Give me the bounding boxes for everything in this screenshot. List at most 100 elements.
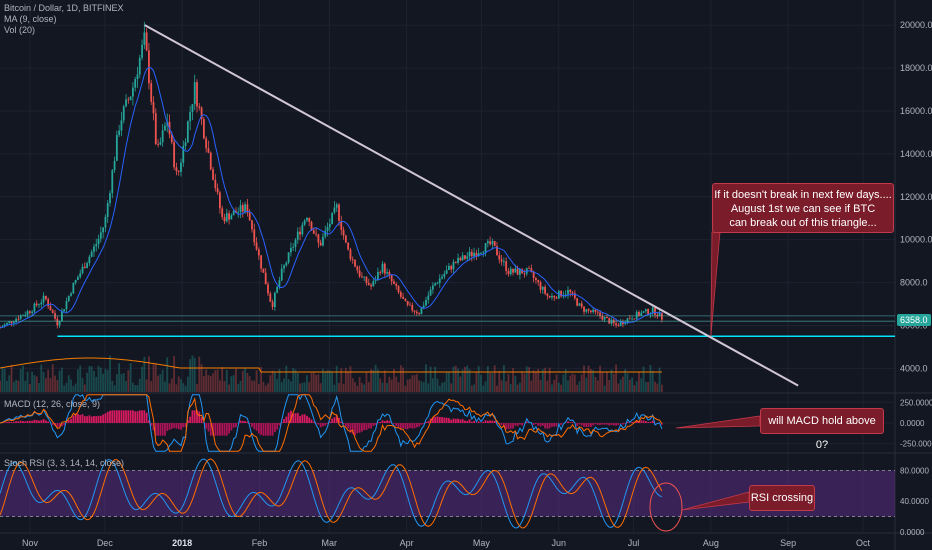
candle-body [19, 315, 22, 320]
volume-bar [461, 369, 464, 392]
candle-body [553, 295, 556, 298]
candle-body [230, 215, 233, 220]
volume-bar [530, 380, 533, 392]
candle-body [505, 261, 508, 272]
volume-bar [617, 383, 620, 392]
macd-histogram-bar [175, 423, 178, 429]
macd-histogram-bar [170, 423, 173, 430]
macd-histogram-bar [477, 421, 480, 423]
candle-body [292, 247, 295, 248]
volume-bar [567, 380, 569, 392]
candle-body [322, 236, 324, 246]
candle-body [436, 283, 439, 285]
macd-histogram-bar [535, 423, 537, 425]
macd-histogram-bar [44, 420, 47, 423]
macd-histogram-bar [79, 415, 82, 423]
symbol-title: Bitcoin / Dollar, 1D, BITFINEX [4, 3, 124, 13]
volume-bar [189, 359, 192, 392]
volume-bar [541, 369, 544, 392]
candle-body [642, 311, 645, 313]
macd-histogram-bar [516, 423, 519, 427]
volume-bar [528, 367, 530, 392]
candle-body [248, 212, 251, 221]
volume-bar [86, 372, 88, 392]
macd-histogram-bar [363, 423, 366, 431]
candle-body [365, 276, 368, 284]
macd-histogram-bar [349, 423, 352, 433]
candle-body [450, 265, 453, 270]
volume-bar [516, 384, 519, 392]
macd-histogram-bar [498, 423, 501, 425]
volume-bar [470, 385, 473, 392]
volume-bar [280, 382, 283, 392]
candle-body [331, 212, 334, 224]
candle-body [180, 162, 182, 172]
candle-body [97, 238, 100, 245]
candle-body [500, 259, 503, 262]
volume-bar [553, 379, 556, 392]
candle-body [129, 96, 132, 100]
macd-histogram-bar [106, 411, 109, 423]
volume-bar [184, 385, 187, 392]
volume-bar [546, 380, 549, 392]
macd-histogram-bar [473, 420, 476, 423]
candle-body [113, 160, 116, 171]
volume-bar [63, 385, 66, 392]
macd-histogram-bar [576, 423, 579, 427]
macd-histogram-bar [317, 423, 320, 425]
candle-body [40, 302, 43, 305]
macd-histogram-bar [519, 423, 521, 425]
candle-body [159, 142, 162, 145]
volume-bar [248, 376, 251, 392]
volume-bar [619, 379, 622, 392]
candle-body [276, 286, 279, 293]
volume-bar [491, 373, 494, 392]
volume-bar [583, 365, 585, 392]
candle-body [223, 216, 226, 222]
volume-bar [386, 383, 388, 392]
candle-body [77, 277, 79, 281]
volume-bar [61, 367, 63, 392]
macd-histogram-bar [306, 415, 308, 423]
volume-bar [404, 385, 407, 392]
volume-bar [464, 366, 466, 392]
volume-bar [42, 371, 45, 392]
macd-histogram-bar [99, 415, 102, 423]
candle-body [599, 312, 601, 316]
macd-histogram-bar [145, 412, 148, 423]
macd-histogram-bar [287, 412, 290, 423]
macd-histogram-bar [553, 423, 556, 427]
macd-histogram-bar [548, 423, 551, 429]
volume-bar [306, 375, 308, 392]
macd-histogram-bar [166, 423, 169, 432]
candle-body [464, 255, 466, 259]
volume-bar [99, 367, 102, 392]
volume-bar [322, 368, 324, 392]
volume-legend: Vol (20) [4, 25, 36, 35]
macd-histogram-bar [546, 423, 549, 429]
candle-body [454, 261, 457, 263]
candle-body [647, 309, 650, 315]
volume-bar [19, 368, 22, 392]
candle-body [216, 188, 219, 193]
candle-body [111, 170, 114, 194]
macd-histogram-bar [532, 423, 535, 425]
volume-bar [22, 365, 24, 392]
candle-body [42, 295, 45, 303]
candle-body [88, 256, 91, 264]
macd-histogram-bar [228, 423, 230, 434]
volume-bar [326, 370, 329, 392]
candle-body [120, 120, 123, 131]
macd-histogram-bar [193, 410, 196, 423]
macd-histogram-bar [262, 423, 265, 436]
candle-body [340, 220, 343, 230]
candle-body [118, 130, 121, 135]
stoch-legend: Stoch RSI (3, 3, 14, 14, close) [4, 458, 125, 468]
volume-bar [644, 381, 647, 392]
volume-bar [631, 377, 634, 392]
volume-bar [0, 380, 1, 392]
macd-histogram-bar [333, 417, 336, 423]
volume-bar [143, 356, 146, 392]
volume-bar [15, 379, 18, 392]
macd-histogram-bar [443, 417, 446, 423]
